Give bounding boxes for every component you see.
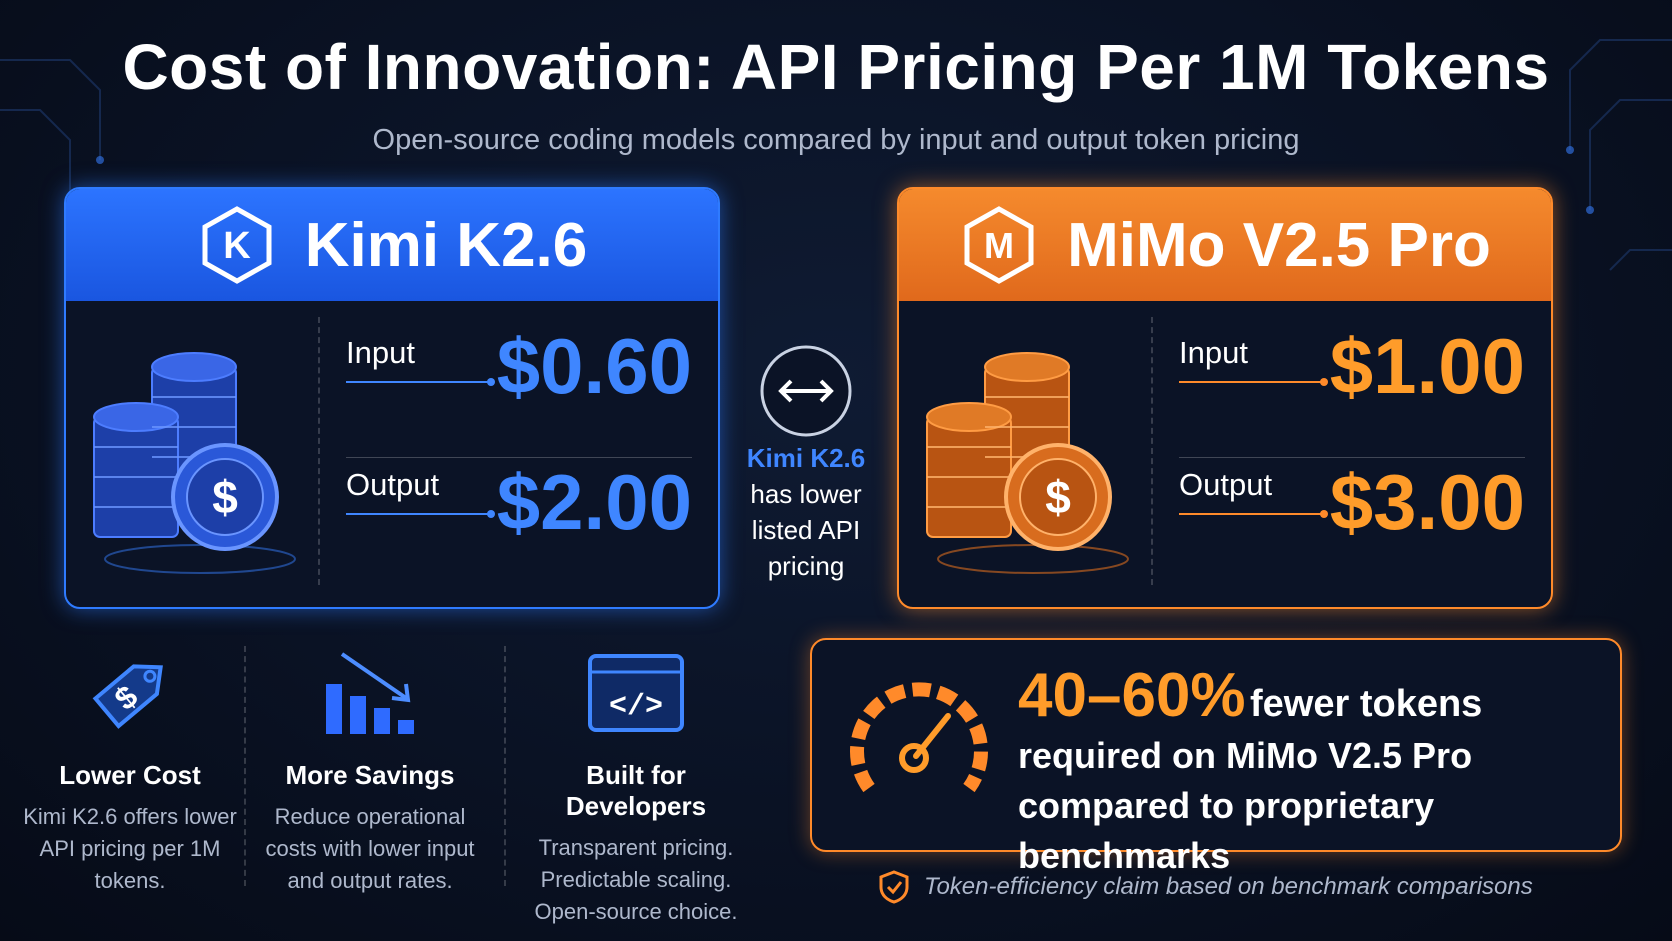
feature-title: Built for Developers xyxy=(565,760,707,821)
mimo-card-divider xyxy=(1151,317,1153,585)
mimo-output-leader xyxy=(1179,510,1328,518)
svg-text:K: K xyxy=(223,225,251,267)
mimo-row-divider xyxy=(1179,457,1525,458)
comparison-note: Kimi K2.6 has lower listed API pricing xyxy=(730,440,882,584)
kimi-model-name: Kimi K2.6 xyxy=(304,210,588,280)
page-subtitle: Open-source coding models compared by in… xyxy=(372,124,1300,156)
feature-divider xyxy=(504,646,506,886)
kimi-input-price: $0.60 xyxy=(496,322,692,410)
kimi-card-divider xyxy=(318,317,320,585)
token-efficiency-claim-box: 40–60% fewer tokens required on MiMo V2.… xyxy=(810,638,1622,876)
claim-text: 40–60% fewer tokens required on MiMo V2.… xyxy=(1018,660,1602,881)
feature-divider xyxy=(244,646,246,886)
svg-text:</>: </> xyxy=(609,690,663,724)
feature-description: Transparent pricing. Predictable scaling… xyxy=(534,835,738,924)
kimi-logo-icon: K xyxy=(202,206,272,284)
price-tag-icon: $ xyxy=(92,664,163,729)
kimi-output-label: Output xyxy=(346,467,440,502)
gauge-icon xyxy=(850,682,988,793)
claim-percentage: 40–60% xyxy=(1018,661,1246,730)
mimo-model-name: MiMo V2.5 Pro xyxy=(1067,210,1491,280)
mimo-card-header: M MiMo V2.5 Pro xyxy=(899,189,1551,301)
mimo-input-price: $1.00 xyxy=(1329,322,1525,410)
claim-line-3: compared to proprietary benchmarks xyxy=(1018,785,1435,876)
code-window-icon: </> xyxy=(588,654,684,732)
feature-description: Kimi K2.6 offers lower API pricing per 1… xyxy=(23,804,237,893)
kimi-input-label: Input xyxy=(346,335,415,370)
kimi-output-leader xyxy=(346,510,495,518)
comparison-highlight: Kimi K2.6 xyxy=(746,443,866,473)
mimo-input-leader xyxy=(1179,378,1328,386)
kimi-row-divider xyxy=(346,457,692,458)
feature-lower-cost: $ Lower Cost Kimi K2.6 offers lower API … xyxy=(10,650,250,897)
mimo-pricing-card: M MiMo V2.5 Pro $ Input $1.00 Output $3.… xyxy=(897,187,1553,609)
comparison-text: has lower listed API pricing xyxy=(750,479,862,581)
double-arrow-icon xyxy=(760,345,852,437)
svg-text:$: $ xyxy=(212,471,238,523)
svg-text:M: M xyxy=(984,225,1014,266)
mimo-logo-icon: M xyxy=(964,206,1034,284)
feature-built-for-developers: </> Built for Developers Transparent pri… xyxy=(516,650,756,928)
mimo-output-price: $3.00 xyxy=(1329,458,1525,546)
feature-title: More Savings xyxy=(285,760,455,790)
feature-description: Reduce operational costs with lower inpu… xyxy=(265,804,475,893)
bar-chart-down-icon xyxy=(326,652,414,734)
feature-title: Lower Cost xyxy=(59,760,201,790)
footnote-text: Token-efficiency claim based on benchmar… xyxy=(924,873,1533,900)
kimi-input-leader xyxy=(346,378,495,386)
blue-coins-icon: $ xyxy=(93,352,296,574)
kimi-pricing-card: K Kimi K2.6 $ Input $0.60 Output $2.00 xyxy=(64,187,720,609)
footnote: Token-efficiency claim based on benchmar… xyxy=(878,870,1533,904)
feature-more-savings: More Savings Reduce operational costs wi… xyxy=(250,650,490,897)
claim-line-1: fewer tokens xyxy=(1250,683,1483,725)
orange-coins-icon: $ xyxy=(926,352,1129,574)
page-title: Cost of Innovation: API Pricing Per 1M T… xyxy=(122,31,1550,103)
mimo-output-label: Output xyxy=(1179,467,1273,502)
svg-text:$: $ xyxy=(1045,471,1071,523)
shield-check-icon xyxy=(879,870,909,904)
claim-line-2: required on MiMo V2.5 Pro xyxy=(1018,735,1473,776)
kimi-output-price: $2.00 xyxy=(496,458,692,546)
kimi-card-header: K Kimi K2.6 xyxy=(66,189,718,301)
mimo-input-label: Input xyxy=(1179,335,1248,370)
